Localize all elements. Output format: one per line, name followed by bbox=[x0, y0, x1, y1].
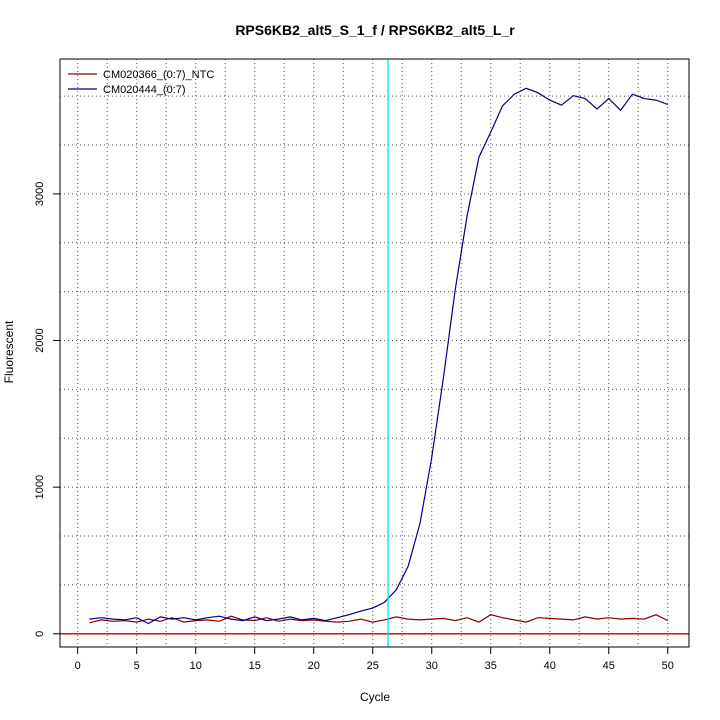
x-tick-label: 25 bbox=[367, 660, 379, 672]
series-line-2 bbox=[89, 87, 669, 625]
x-tick-label: 10 bbox=[190, 660, 202, 672]
x-tick-label: 35 bbox=[485, 660, 497, 672]
x-tick-label: 5 bbox=[134, 660, 140, 672]
x-tick-label: 45 bbox=[603, 660, 615, 672]
legend-label-1: CM020366_(0:7)_NTC bbox=[103, 69, 214, 81]
legend-label-2: CM020444_(0:7) bbox=[103, 84, 186, 96]
series-layer bbox=[89, 87, 669, 625]
x-tick-label: 20 bbox=[308, 660, 320, 672]
x-tick-label: 0 bbox=[75, 660, 81, 672]
x-axis: 0 5 10 15 20 25 30 35 40 45 50 bbox=[75, 647, 674, 672]
y-tick-label: 1000 bbox=[34, 475, 46, 499]
y-tick-label: 3000 bbox=[34, 182, 46, 206]
x-tick-label: 40 bbox=[544, 660, 556, 672]
plot-frame bbox=[59, 58, 690, 648]
y-tick-label: 2000 bbox=[34, 328, 46, 352]
y-axis-label: Fluorescent bbox=[2, 320, 16, 383]
x-tick-label: 50 bbox=[662, 660, 674, 672]
series-line-1 bbox=[89, 614, 669, 624]
x-tick-label: 30 bbox=[426, 660, 438, 672]
reference-lines bbox=[60, 59, 689, 647]
y-axis: 0 1000 2000 3000 bbox=[34, 182, 60, 637]
x-tick-label: 15 bbox=[249, 660, 261, 672]
legend: CM020366_(0:7)_NTC CM020444_(0:7) bbox=[68, 69, 214, 96]
y-tick-label: 0 bbox=[34, 631, 46, 637]
chart-title: RPS6KB2_alt5_S_1_f / RPS6KB2_alt5_L_r bbox=[235, 22, 515, 38]
x-axis-label: Cycle bbox=[360, 690, 390, 704]
